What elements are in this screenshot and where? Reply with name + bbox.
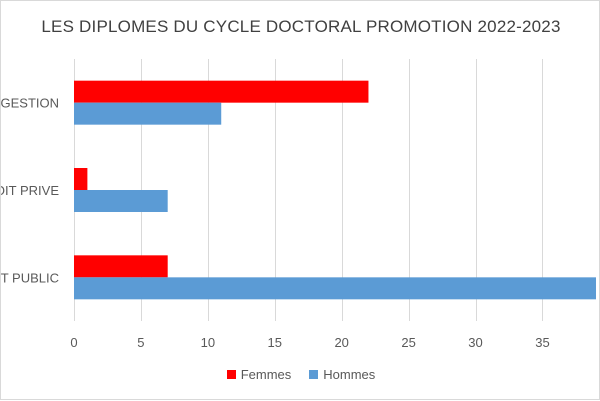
bar-hommes-0 — [74, 102, 222, 125]
x-tick-label: 25 — [401, 335, 415, 350]
y-category-label: DROIT PRIVE — [1, 183, 59, 198]
legend-item: Femmes — [226, 367, 292, 382]
x-tick-label: 35 — [535, 335, 549, 350]
legend-swatch — [226, 370, 236, 379]
bar-femmes-0 — [74, 80, 369, 103]
x-tick-label: 30 — [468, 335, 482, 350]
x-tick-label: 5 — [137, 335, 144, 350]
legend-label: Femmes — [240, 367, 292, 382]
bar-femmes-2 — [74, 255, 168, 278]
y-category-label: DROIT PUBLIC — [1, 270, 59, 285]
legend: Femmes Hommes — [1, 367, 600, 382]
x-tick-label: 0 — [70, 335, 77, 350]
bar-femmes-1 — [74, 168, 88, 190]
x-tick-label: 15 — [268, 335, 282, 350]
x-tick-label: 10 — [201, 335, 215, 350]
chart-title: LES DIPLOMES DU CYCLE DOCTORAL PROMOTION… — [41, 17, 561, 36]
legend-label: Hommes — [323, 367, 376, 382]
x-tick-label: 20 — [334, 335, 348, 350]
y-category-label: GESTION — [1, 96, 59, 111]
bar-hommes-2 — [74, 277, 596, 300]
legend-item: Hommes — [309, 367, 375, 382]
legend-swatch — [309, 370, 319, 379]
bar-hommes-1 — [74, 190, 168, 212]
